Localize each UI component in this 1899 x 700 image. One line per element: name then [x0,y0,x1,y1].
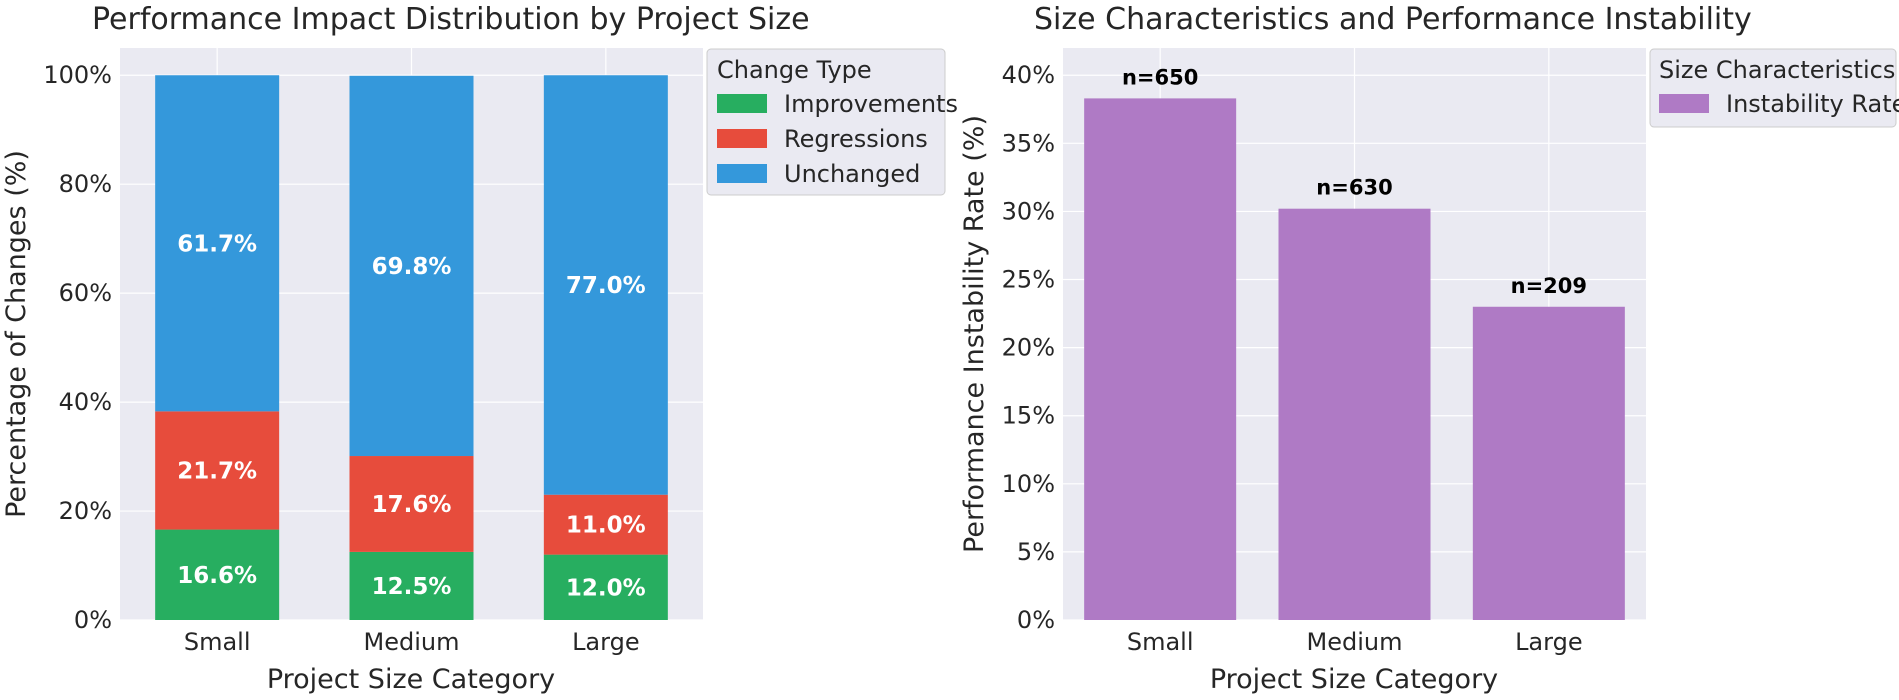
bar [1472,306,1625,620]
legend-label: Improvements [784,90,958,118]
bar-segment [349,456,474,552]
data-label: n=630 [1316,176,1392,200]
bars-left: 16.6% 21.7% 61.7% 12.5% 17.6% 69.8% 12.0% 11.0%… [155,75,668,620]
bar-segment [543,554,668,620]
x-tick-label: Small [1127,628,1194,656]
x-tick-label: Large [1515,628,1583,656]
y-tick-label: 0% [74,606,112,634]
ticks-right: 0% 5% 10% 15% 20% 25% 30% 35% 40% Small Medium Larg… [1002,61,1583,656]
bar [1084,98,1237,620]
data-label: 69.8% [372,254,452,280]
bar-segment [349,551,474,620]
y-axis-label-left: Percentage of Changes (%) [1,150,32,518]
legend-swatch [717,164,767,183]
bar-segment [155,75,280,412]
data-label: 77.0% [566,273,646,299]
legend-swatch [717,129,767,148]
y-tick-label: 40% [59,388,112,416]
legend-label: Unchanged [784,160,920,188]
y-tick-label: 25% [1002,266,1055,294]
bar-segment [155,411,280,530]
y-tick-label: 60% [59,279,112,307]
x-axis-label-right: Project Size Category [1210,664,1498,695]
x-tick-label: Large [572,628,640,656]
x-axis-label-left: Project Size Category [267,664,555,695]
y-tick-label: 15% [1002,402,1055,430]
y-tick-label: 10% [1002,470,1055,498]
y-tick-label: 40% [1002,61,1055,89]
data-label: 61.7% [177,231,257,257]
ticks-left: 0% 20% 40% 60% 80% 100% Small Medium Large [43,61,639,656]
legend-label: Regressions [784,125,928,153]
data-label: 12.0% [566,575,646,601]
bar-segment [155,529,280,620]
legend-items-right: Instability Rate [1659,90,1899,118]
legend-title-left: Change Type [717,56,872,84]
chart-title-left: Performance Impact Distribution by Proje… [92,2,810,37]
legend-swatch [1659,94,1709,113]
bar-segment [543,75,668,495]
y-tick-label: 20% [59,497,112,525]
data-label: 16.6% [177,563,257,589]
legend-items-left: Improvements Regressions Unchanged [717,90,958,188]
legend-box-right [1649,48,1897,128]
data-label: 17.6% [372,492,452,518]
legend-box-left [706,48,946,196]
bar-segment [349,75,474,457]
legend-title-right: Size Characteristics [1659,56,1895,84]
chart-left: 16.6% 21.7% 61.7% 12.5% 17.6% 69.8% 12.0% 11.0%… [1,2,958,695]
legend-right: Size Characteristics Instability Rate [1649,48,1899,128]
y-tick-label: 20% [1002,334,1055,362]
x-tick-label: Medium [1307,628,1403,656]
x-tick-label: Small [184,628,251,656]
data-label: 21.7% [177,458,257,484]
bars-right: n=650 n=630 n=209 [1084,65,1625,620]
data-label: 11.0% [566,513,646,539]
y-axis-label-right: Performance Instability Rate (%) [959,115,990,553]
y-tick-label: 35% [1002,129,1055,157]
x-tick-label: Medium [364,628,460,656]
data-label: 12.5% [372,574,452,600]
data-label: n=650 [1122,65,1198,89]
bar [1278,208,1431,620]
legend-swatch [717,94,767,113]
legend-left: Change Type Improvements Regressions Uncha… [706,48,958,196]
y-tick-label: 5% [1017,538,1055,566]
chart-title-right: Size Characteristics and Performance Ins… [1034,2,1752,37]
legend-label: Instability Rate [1726,90,1899,118]
chart-right: n=650 n=630 n=209 0% 5% 10% 15% 20% 25% 30% 35% 40… [959,2,1899,695]
y-tick-label: 0% [1017,606,1055,634]
y-tick-label: 100% [43,61,112,89]
y-tick-label: 30% [1002,197,1055,225]
bar-segment [543,494,668,555]
y-tick-label: 80% [59,170,112,198]
data-label: n=209 [1511,274,1587,298]
